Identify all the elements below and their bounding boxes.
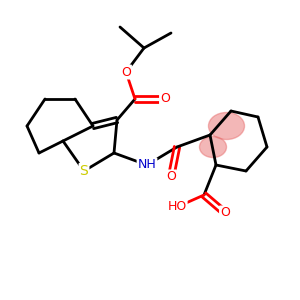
Ellipse shape bbox=[200, 136, 226, 158]
Text: O: O bbox=[220, 206, 230, 220]
Ellipse shape bbox=[208, 112, 244, 140]
Text: O: O bbox=[166, 170, 176, 184]
Text: NH: NH bbox=[138, 158, 156, 172]
Text: S: S bbox=[80, 164, 88, 178]
Text: O: O bbox=[160, 92, 170, 106]
Text: HO: HO bbox=[167, 200, 187, 214]
Text: O: O bbox=[121, 65, 131, 79]
